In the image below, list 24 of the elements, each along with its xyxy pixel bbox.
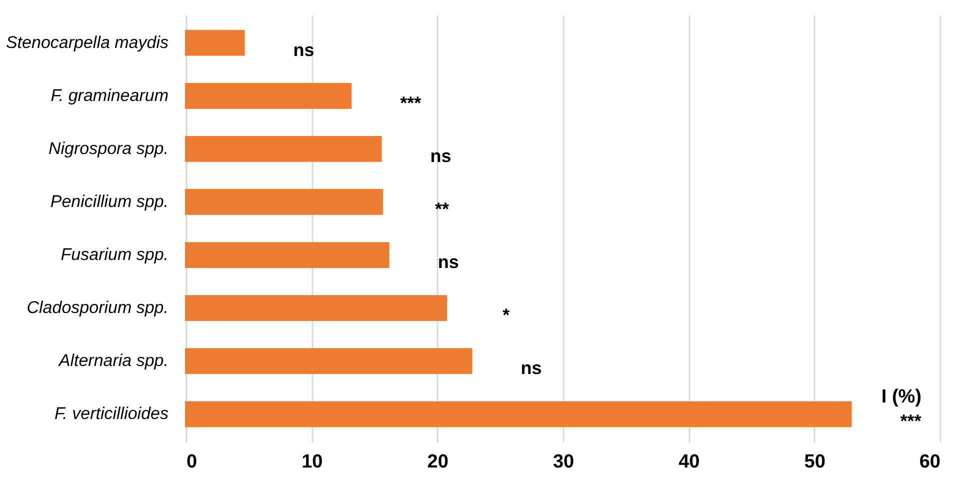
x-tick-label: 50 bbox=[804, 452, 826, 472]
x-tick-label: 20 bbox=[427, 452, 448, 472]
annotation: ns bbox=[293, 40, 314, 60]
annotation: ns bbox=[430, 146, 452, 166]
y-tick-label: F. graminearum bbox=[50, 86, 168, 105]
y-tick-label: Cladosporium spp. bbox=[26, 298, 168, 318]
y-tick-label: Fusarium spp. bbox=[60, 245, 168, 264]
x-tick-label: 40 bbox=[678, 452, 700, 472]
x-axis-title: I (%) bbox=[881, 386, 922, 408]
x-tick-label: 0 bbox=[186, 452, 198, 472]
annotation: ns bbox=[438, 252, 459, 272]
y-tick-label: Nigrospora spp. bbox=[48, 138, 168, 158]
y-tick-label: Stenocarpella maydis bbox=[6, 32, 169, 52]
annotation: *** bbox=[900, 411, 922, 432]
annotation: ns bbox=[520, 358, 542, 378]
x-tick-label: 10 bbox=[302, 452, 323, 472]
annotation: * bbox=[502, 305, 510, 326]
x-tick-label: 30 bbox=[552, 452, 574, 472]
annotation: *** bbox=[400, 92, 422, 113]
y-tick-label: F. verticillioides bbox=[54, 404, 169, 424]
annotation: ** bbox=[435, 198, 450, 219]
y-tick-label: Penicillium spp. bbox=[50, 192, 168, 211]
y-tick-label: Alternaria spp. bbox=[58, 351, 168, 370]
x-tick-label: 60 bbox=[919, 452, 940, 472]
